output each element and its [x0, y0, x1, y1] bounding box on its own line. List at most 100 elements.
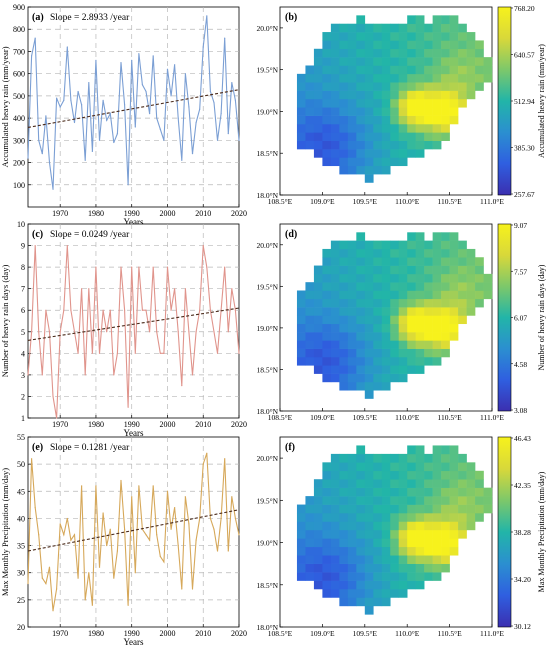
map-cell [407, 48, 416, 58]
data-point [116, 550, 119, 552]
map-cell [432, 315, 442, 325]
map-cell [322, 132, 332, 141]
map-cell [407, 563, 416, 573]
map-cell [296, 572, 306, 581]
map-cell [339, 257, 349, 266]
map-cell [466, 90, 476, 100]
map-cell [441, 265, 450, 275]
map-cell [466, 48, 476, 58]
map-cell [313, 348, 323, 358]
map-cell [458, 65, 467, 75]
map-cell [313, 48, 323, 58]
map-cell [347, 597, 357, 607]
map-cell [466, 479, 476, 488]
map-cell [330, 40, 340, 50]
map-cell [364, 521, 374, 531]
map-cell [432, 115, 442, 125]
data-point [188, 106, 190, 108]
map-cell [313, 356, 323, 366]
map-cell [356, 149, 366, 158]
y-tick-label: 700 [13, 47, 25, 56]
map-cell [407, 132, 416, 141]
map-cell [398, 315, 408, 325]
map-cell [432, 15, 442, 25]
map-cell [313, 546, 323, 556]
map-cell [390, 487, 400, 497]
panel-label: (e) [32, 442, 43, 453]
map-cell [305, 115, 315, 125]
colorbar-tick-label: 30.12 [514, 622, 531, 631]
map-cell [475, 479, 484, 488]
data-point [84, 374, 86, 376]
map-y-tick-label: 18.0°N [256, 623, 278, 632]
y-tick-label: 10 [17, 220, 25, 229]
map-cell [458, 257, 467, 266]
map-cell [356, 232, 366, 241]
data-point [138, 266, 140, 268]
map-cell [415, 298, 425, 308]
map-cell [322, 332, 332, 341]
map-cell [347, 32, 357, 41]
map-cell [475, 40, 484, 50]
map-cell [373, 572, 383, 581]
map-cell [330, 57, 340, 66]
map-cell [356, 107, 366, 116]
line-chart-1: 100 200 300 400 500 600 700 800 900 1970 1980 1990 2… [0, 3, 247, 227]
map-cell [356, 98, 366, 108]
map-cell [483, 290, 493, 300]
map-cell [415, 248, 425, 258]
map-cell [390, 82, 400, 91]
map-cell [407, 115, 416, 125]
map-cell [424, 115, 433, 125]
map-cell [458, 265, 467, 275]
map-cell [313, 140, 323, 150]
map-cell [364, 248, 374, 258]
map-cell [449, 65, 459, 75]
map-cell [398, 48, 408, 58]
data-point [131, 496, 133, 498]
map-cell [441, 40, 450, 50]
map-cell [339, 381, 349, 391]
x-tick-label: 2010 [195, 209, 211, 218]
colorbar-label: Max Monthly Precipitation (mm/day) [537, 471, 546, 592]
map-cell [398, 546, 408, 556]
map-cell [339, 307, 349, 316]
map-cell [364, 165, 374, 175]
map-cell [441, 82, 450, 91]
map-cell [407, 529, 416, 539]
data-point [191, 153, 194, 155]
data-point [109, 113, 111, 115]
data-point [106, 119, 108, 121]
map-cell [390, 73, 400, 83]
data-point [181, 385, 183, 387]
map-cell [322, 307, 332, 316]
map-cell [381, 65, 391, 75]
map-cell [364, 504, 374, 514]
map-cell [373, 82, 383, 91]
map-cell [432, 298, 442, 308]
map-cell [424, 257, 433, 266]
data-point [131, 59, 133, 61]
map-cell [322, 157, 332, 167]
map-cell [381, 265, 391, 275]
map-cell [322, 538, 332, 548]
map-cell [398, 521, 408, 531]
map-cell [441, 496, 450, 505]
data-point [59, 523, 61, 525]
map-cell [475, 290, 484, 300]
map-cell [483, 496, 493, 505]
map-cell [415, 257, 425, 266]
map-cell [347, 348, 357, 358]
y-tick-label: 50 [17, 460, 25, 469]
map-cell [364, 240, 374, 250]
map-cell [466, 496, 476, 505]
map-cell [373, 115, 383, 125]
map-cell [373, 32, 383, 41]
map-cell [339, 529, 349, 539]
map-cell [330, 98, 340, 108]
y-tick-label: 800 [13, 25, 25, 34]
map-cell [407, 307, 416, 316]
map-cell [313, 479, 323, 488]
map-cell [449, 240, 459, 250]
